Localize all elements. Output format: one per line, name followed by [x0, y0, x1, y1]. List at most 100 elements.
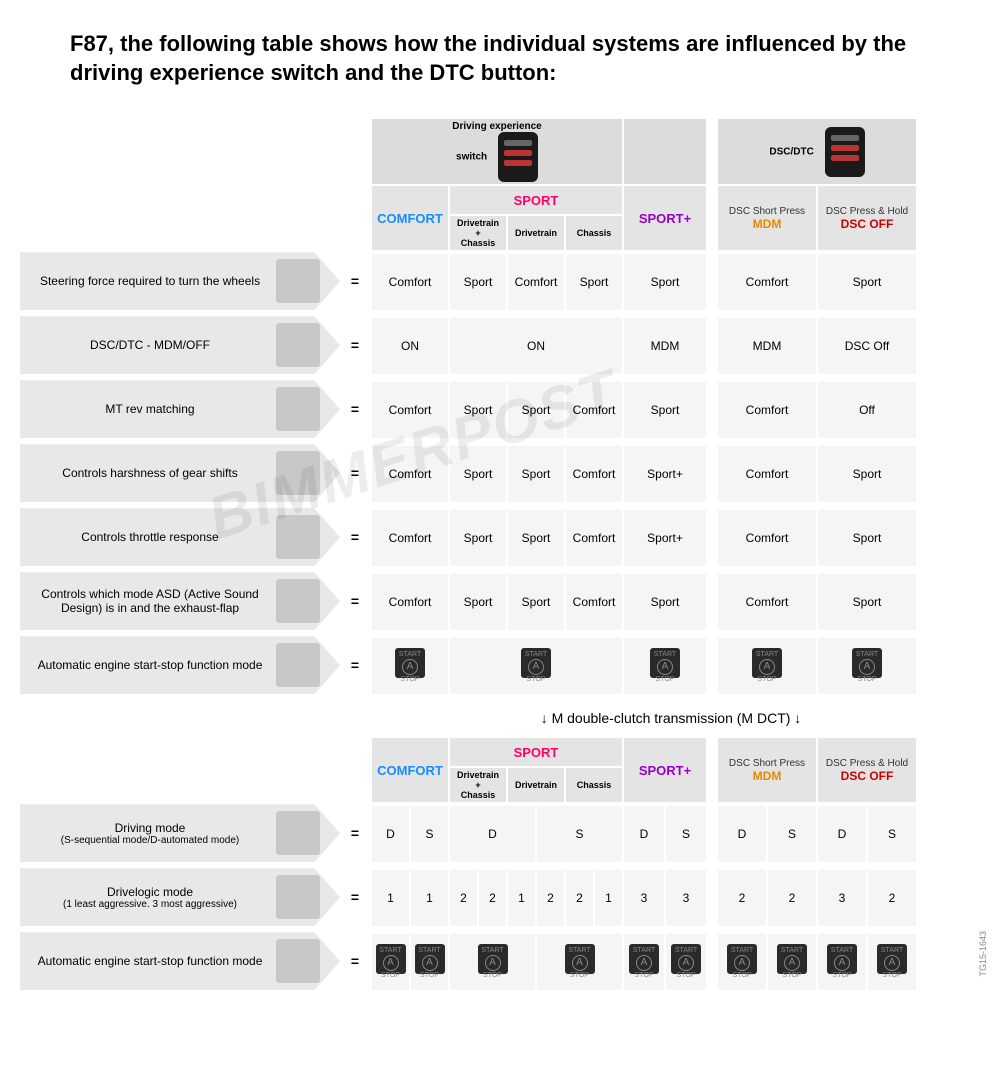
row-icon [276, 259, 320, 303]
cell: Comfort [371, 381, 449, 439]
cell: Comfort [371, 573, 449, 631]
start-stop-icon: A [376, 944, 406, 974]
start-stop-icon: A [777, 944, 807, 974]
cell: Comfort [717, 253, 817, 311]
row-icon [276, 451, 320, 495]
start-stop-icon: A [478, 944, 508, 974]
page-title: F87, the following table shows how the i… [70, 30, 922, 87]
start-stop-icon: A [565, 944, 595, 974]
cell: Comfort [565, 573, 623, 631]
side-code: TG15-1643 [978, 931, 988, 977]
equals-sign: = [340, 252, 370, 310]
row-icon [276, 515, 320, 559]
cell: ON [449, 317, 623, 375]
row-icon [276, 323, 320, 367]
table-section-1: Driving experience switch DSC/DTC COMFOR… [20, 117, 972, 700]
start-stop-icon: A [521, 648, 551, 678]
cell: Comfort [371, 509, 449, 567]
data-row-table: DSDSDSDSDS [370, 804, 918, 864]
cell: Comfort [565, 509, 623, 567]
col-mdm: DSC Short Press MDM [717, 185, 817, 251]
sub-drivetrain: Drivetrain [507, 215, 565, 251]
cell: Sport [623, 573, 707, 631]
row-label: Controls harshness of gear shifts [20, 444, 340, 502]
col-dscoff: DSC Press & Hold DSC OFF [817, 185, 917, 251]
cell: Sport [623, 381, 707, 439]
data-row-table: ComfortSportComfortSportSportComfortSpor… [370, 252, 918, 312]
cell: DSC Off [817, 317, 917, 375]
cell: D [623, 805, 665, 863]
start-stop-icon: A [650, 648, 680, 678]
cell: Comfort [717, 445, 817, 503]
cell: Sport [449, 253, 507, 311]
data-row-table: ComfortSportSportComfortSportComfortOff [370, 380, 918, 440]
cell: MDM [717, 317, 817, 375]
cell: A [623, 637, 707, 695]
cell: Sport [817, 573, 917, 631]
row-icon [276, 387, 320, 431]
cell: A [817, 637, 917, 695]
header-table-1: Driving experience switch DSC/DTC COMFOR… [370, 117, 918, 252]
cell: Sport [565, 253, 623, 311]
cell: A [536, 933, 623, 991]
col2-sportplus: SPORT+ [623, 737, 707, 803]
col2-mdm: DSC Short Press MDM [717, 737, 817, 803]
cell: 2 [767, 869, 817, 927]
cell: Sport [817, 509, 917, 567]
start-stop-icon: A [395, 648, 425, 678]
cell: 2 [536, 869, 565, 927]
row-icon [276, 643, 320, 687]
cell: Sport [449, 509, 507, 567]
cell: S [767, 805, 817, 863]
data-row-table: AAAAAAAAAA [370, 932, 918, 992]
start-stop-icon: A [727, 944, 757, 974]
cell: D [717, 805, 767, 863]
sub-chassis: Chassis [565, 215, 623, 251]
cell: A [717, 933, 767, 991]
cell: Comfort [565, 445, 623, 503]
cell: Sport [507, 381, 565, 439]
topband-right: DSC/DTC [717, 118, 917, 185]
cell: S [536, 805, 623, 863]
cell: 1 [507, 869, 536, 927]
cell: Comfort [565, 381, 623, 439]
start-stop-icon: A [671, 944, 701, 974]
drive-switch-icon [498, 132, 538, 182]
cell: A [817, 933, 867, 991]
cell: 1 [594, 869, 623, 927]
row-label: MT rev matching [20, 380, 340, 438]
cell: 2 [717, 869, 767, 927]
row-label: DSC/DTC - MDM/OFF [20, 316, 340, 374]
data-row-table: ComfortSportSportComfortSport+ComfortSpo… [370, 444, 918, 504]
cell: Sport [507, 573, 565, 631]
cell: A [449, 637, 623, 695]
cell: D [817, 805, 867, 863]
cell: A [371, 637, 449, 695]
cell: Comfort [717, 573, 817, 631]
topband-left: Driving experience switch [371, 118, 623, 185]
row-label: Drivelogic mode(1 least aggressive. 3 mo… [20, 868, 340, 926]
cell: ON [371, 317, 449, 375]
row-label: Automatic engine start-stop function mod… [20, 932, 340, 990]
cell: 1 [410, 869, 449, 927]
section-divider: ↓ M double-clutch transmission (M DCT) ↓ [370, 710, 972, 726]
equals-sign: = [340, 804, 370, 862]
start-stop-icon: A [415, 944, 445, 974]
cell: Comfort [717, 381, 817, 439]
cell: A [410, 933, 449, 991]
cell: Comfort [717, 509, 817, 567]
row-label: Steering force required to turn the whee… [20, 252, 340, 310]
cell: Sport [449, 445, 507, 503]
data-row-table: 11221221332232 [370, 868, 918, 928]
cell: Sport [449, 381, 507, 439]
equals-sign: = [340, 572, 370, 630]
cell: Comfort [507, 253, 565, 311]
cell: A [867, 933, 917, 991]
equals-sign: = [340, 444, 370, 502]
data-row-table: AAAAA [370, 636, 918, 696]
cell: 3 [817, 869, 867, 927]
row-icon [276, 811, 320, 855]
row-icon [276, 875, 320, 919]
cell: Comfort [371, 445, 449, 503]
equals-sign: = [340, 508, 370, 566]
